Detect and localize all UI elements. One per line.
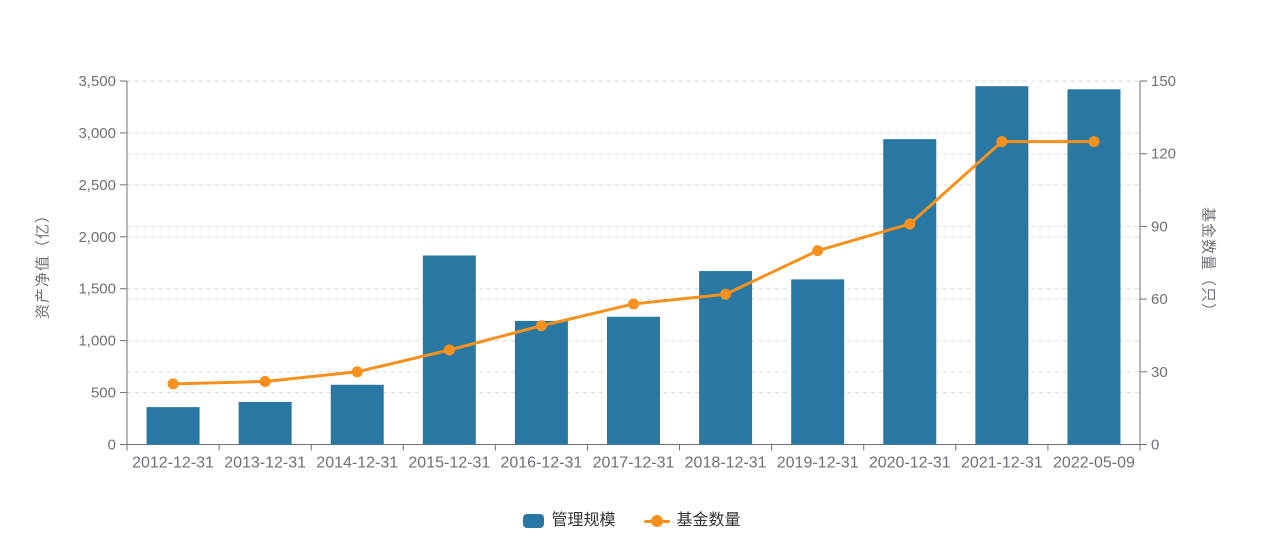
bar-2016-12-31[interactable]	[514, 320, 568, 445]
legend-label-line-series: 基金数量	[676, 512, 741, 529]
x-tick-label: 2019-12-31	[777, 455, 859, 472]
right-tick-label: 150	[1151, 73, 1176, 90]
left-tick-label: 1,500	[78, 281, 116, 298]
bar-2022-05-09[interactable]	[1067, 89, 1121, 445]
line-point-2013-12-31[interactable]	[259, 375, 271, 387]
line-point-2018-12-31[interactable]	[720, 288, 732, 300]
bar-series-swatch	[523, 514, 545, 528]
left-tick-label: 3,500	[78, 73, 116, 90]
legend-label-bar-series: 管理规模	[551, 512, 616, 529]
x-tick-label: 2012-12-31	[132, 455, 214, 472]
left-tick-label: 1,000	[78, 333, 116, 350]
line-point-2017-12-31[interactable]	[628, 298, 639, 310]
line-point-2016-12-31[interactable]	[535, 320, 547, 332]
bar-2014-12-31[interactable]	[330, 384, 384, 445]
right-tick-label: 60	[1151, 291, 1168, 308]
right-tick-label: 120	[1151, 146, 1176, 163]
line-point-2012-12-31[interactable]	[167, 378, 179, 390]
line-series-marker	[643, 514, 670, 528]
x-tick-label: 2021-12-31	[961, 455, 1043, 472]
right-tick-label: 0	[1151, 437, 1159, 454]
line-series-marker-dot	[650, 515, 663, 527]
left-tick-label: 500	[91, 385, 116, 402]
line-point-2020-12-31[interactable]	[904, 218, 916, 230]
right-tick-label: 90	[1151, 218, 1168, 235]
left-tick-label: 2,500	[78, 177, 116, 194]
right-axis-title: 基金数量（只）	[1199, 206, 1217, 320]
left-tick-label: 3,000	[78, 125, 116, 142]
legend-item-line-series[interactable]: 基金数量	[643, 511, 741, 531]
legend-item-bar-series[interactable]: 管理规模	[523, 511, 616, 531]
bar-2019-12-31[interactable]	[791, 279, 845, 445]
bar-2017-12-31[interactable]	[607, 316, 660, 445]
bar-2013-12-31[interactable]	[238, 401, 292, 445]
x-tick-label: 2020-12-31	[869, 455, 951, 472]
bar-2018-12-31[interactable]	[699, 271, 753, 445]
x-tick-label: 2015-12-31	[408, 455, 490, 472]
line-point-2019-12-31[interactable]	[812, 245, 824, 257]
right-tick-label: 30	[1151, 364, 1168, 381]
x-tick-label: 2016-12-31	[500, 455, 582, 472]
line-point-2022-05-09[interactable]	[1088, 136, 1100, 148]
x-tick-label: 2013-12-31	[224, 455, 306, 472]
x-tick-label: 2018-12-31	[685, 455, 767, 472]
x-tick-label: 2017-12-31	[593, 455, 675, 472]
left-axis-title: 资产净值（亿）	[34, 206, 52, 320]
left-tick-label: 0	[108, 437, 116, 454]
x-tick-label: 2022-05-09	[1053, 455, 1135, 472]
legend: 管理规模 基金数量	[0, 511, 1264, 531]
bar-2020-12-31[interactable]	[883, 139, 937, 445]
left-tick-label: 2,000	[78, 229, 116, 246]
x-tick-label: 2014-12-31	[316, 455, 398, 472]
line-point-2014-12-31[interactable]	[351, 366, 363, 378]
bar-2012-12-31[interactable]	[146, 407, 200, 445]
line-point-2015-12-31[interactable]	[443, 344, 455, 356]
line-point-2021-12-31[interactable]	[996, 136, 1008, 148]
